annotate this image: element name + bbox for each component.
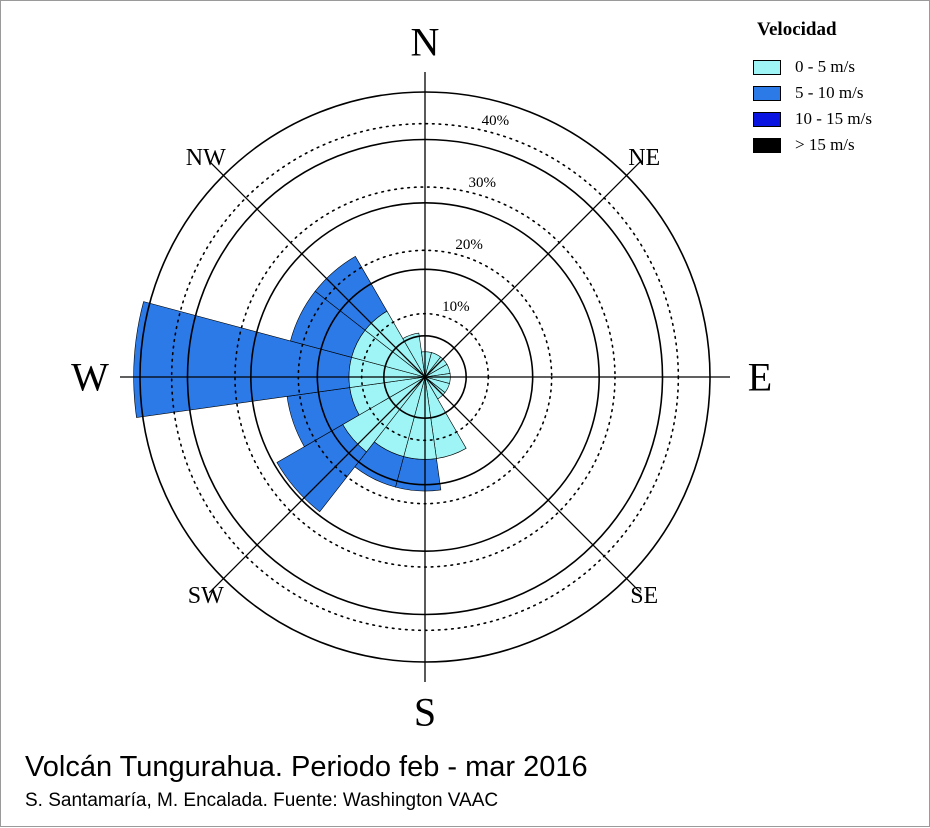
ring-label: 30%	[469, 175, 497, 191]
legend-item-gt-15: > 15 m/s	[753, 132, 872, 158]
ring-label: 10%	[442, 299, 470, 315]
direction-label-w: W	[71, 355, 109, 400]
rose-wedge-14-0	[364, 310, 426, 378]
chart-title: Volcán Tungurahua. Periodo feb - mar 201…	[25, 751, 588, 783]
legend-label: 5 - 10 m/s	[795, 83, 864, 102]
spoke-nw	[208, 160, 426, 378]
legend-swatch	[753, 111, 781, 127]
legend-label: 10 - 15 m/s	[795, 109, 872, 128]
chart-credit: S. Santamaría, M. Encalada. Fuente: Wash…	[25, 790, 499, 811]
direction-label-nw: NW	[186, 145, 226, 171]
direction-label-e: E	[748, 355, 772, 400]
legend-item-10-15: 10 - 15 m/s	[753, 106, 872, 132]
legend-swatch	[753, 137, 781, 153]
legend-title: Velocidad	[757, 19, 837, 40]
legend-item-5-10: 5 - 10 m/s	[753, 80, 872, 106]
direction-label-sw: SW	[188, 583, 224, 609]
ring-label: 20%	[455, 237, 483, 253]
legend-swatch	[753, 85, 781, 101]
legend: Velocidad 0 - 5 m/s 5 - 10 m/s 10 - 15 m…	[753, 19, 872, 158]
legend-label: > 15 m/s	[795, 135, 855, 154]
direction-label-s: S	[414, 690, 436, 735]
rose-wedge-15-0	[402, 332, 426, 378]
legend-item-0-5: 0 - 5 m/s	[753, 54, 872, 80]
direction-label-se: SE	[630, 583, 658, 609]
direction-label-n: N	[411, 20, 440, 65]
direction-label-ne: NE	[628, 145, 660, 171]
ring-label: 40%	[482, 113, 510, 129]
spoke-se	[424, 376, 642, 594]
spoke-ne	[424, 160, 642, 378]
legend-label: 0 - 5 m/s	[795, 57, 855, 76]
spoke-sw	[208, 376, 426, 594]
legend-swatch	[753, 59, 781, 75]
